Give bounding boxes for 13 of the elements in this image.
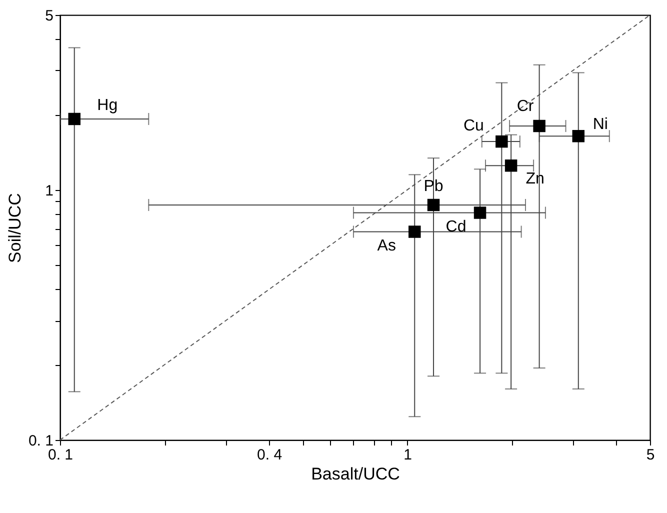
- y-tick-label: 0. 1: [28, 432, 54, 450]
- y-axis-title: Soil/UCC: [5, 193, 24, 263]
- x-tick-label: 5: [646, 446, 655, 464]
- x-tick-label: 0. 4: [257, 446, 282, 464]
- x-tick-label: 1: [404, 446, 412, 464]
- annotation: Hg: [97, 96, 118, 114]
- annotation: As: [377, 238, 396, 255]
- annotation: Cu: [463, 118, 484, 135]
- annotation: Ni: [592, 116, 608, 134]
- y-tick-label: 1: [45, 182, 54, 200]
- x-axis-title: Basalt/UCC: [311, 464, 400, 484]
- annotation: Cr: [516, 98, 534, 115]
- y-tick-label: 5: [45, 8, 54, 24]
